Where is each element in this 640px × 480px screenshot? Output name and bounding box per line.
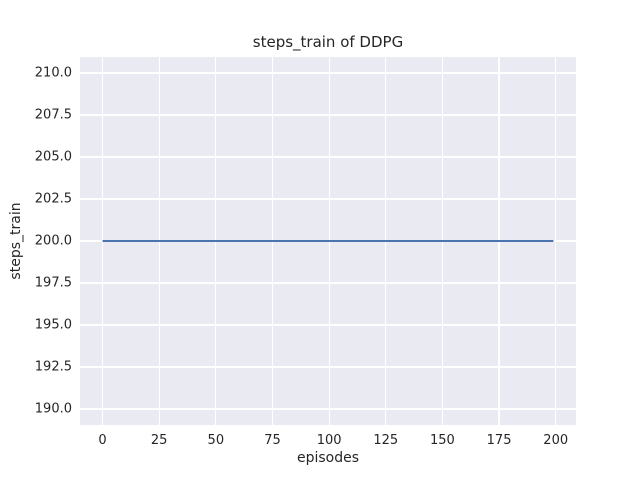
chart-canvas (102, 240, 554, 242)
y-tick-label: 192.5 (34, 359, 72, 375)
x-tick-label: 50 (207, 433, 225, 448)
y-tick-label: 197.5 (34, 275, 72, 291)
x-tick-label: 200 (543, 433, 569, 448)
grid-line-horizontal (80, 324, 576, 326)
x-axis-label: episodes (296, 450, 360, 466)
y-tick-label: 210.0 (34, 65, 72, 81)
x-tick-label: 150 (430, 433, 455, 448)
y-tick-label: 195.0 (34, 317, 72, 333)
y-axis-label: steps_train (8, 202, 24, 279)
grid-line-horizontal (80, 408, 576, 410)
x-tick-label: 0 (98, 433, 107, 448)
grid-line-horizontal (80, 156, 576, 158)
y-tick-label: 207.5 (34, 107, 72, 123)
x-tick-label: 75 (264, 433, 281, 448)
x-tick-label: 125 (373, 433, 399, 448)
x-tick-label: 175 (486, 433, 512, 448)
chart-title: steps_train of DDPG (252, 33, 404, 51)
y-tick-label: 202.5 (34, 191, 72, 207)
x-tick-label: 25 (150, 433, 168, 448)
y-tick-label: 205.0 (34, 149, 72, 165)
grid-line-horizontal (80, 72, 576, 74)
y-tick-label: 190.0 (34, 401, 72, 417)
y-tick-label: 200.0 (34, 233, 72, 249)
y-axis-label-text: steps_train (8, 202, 24, 280)
plot-area (80, 57, 576, 425)
grid-line-horizontal (80, 366, 576, 368)
grid-line-horizontal (80, 114, 576, 116)
grid-line-horizontal (80, 282, 576, 284)
grid-line-horizontal (80, 198, 576, 200)
x-tick-label: 100 (316, 433, 342, 448)
